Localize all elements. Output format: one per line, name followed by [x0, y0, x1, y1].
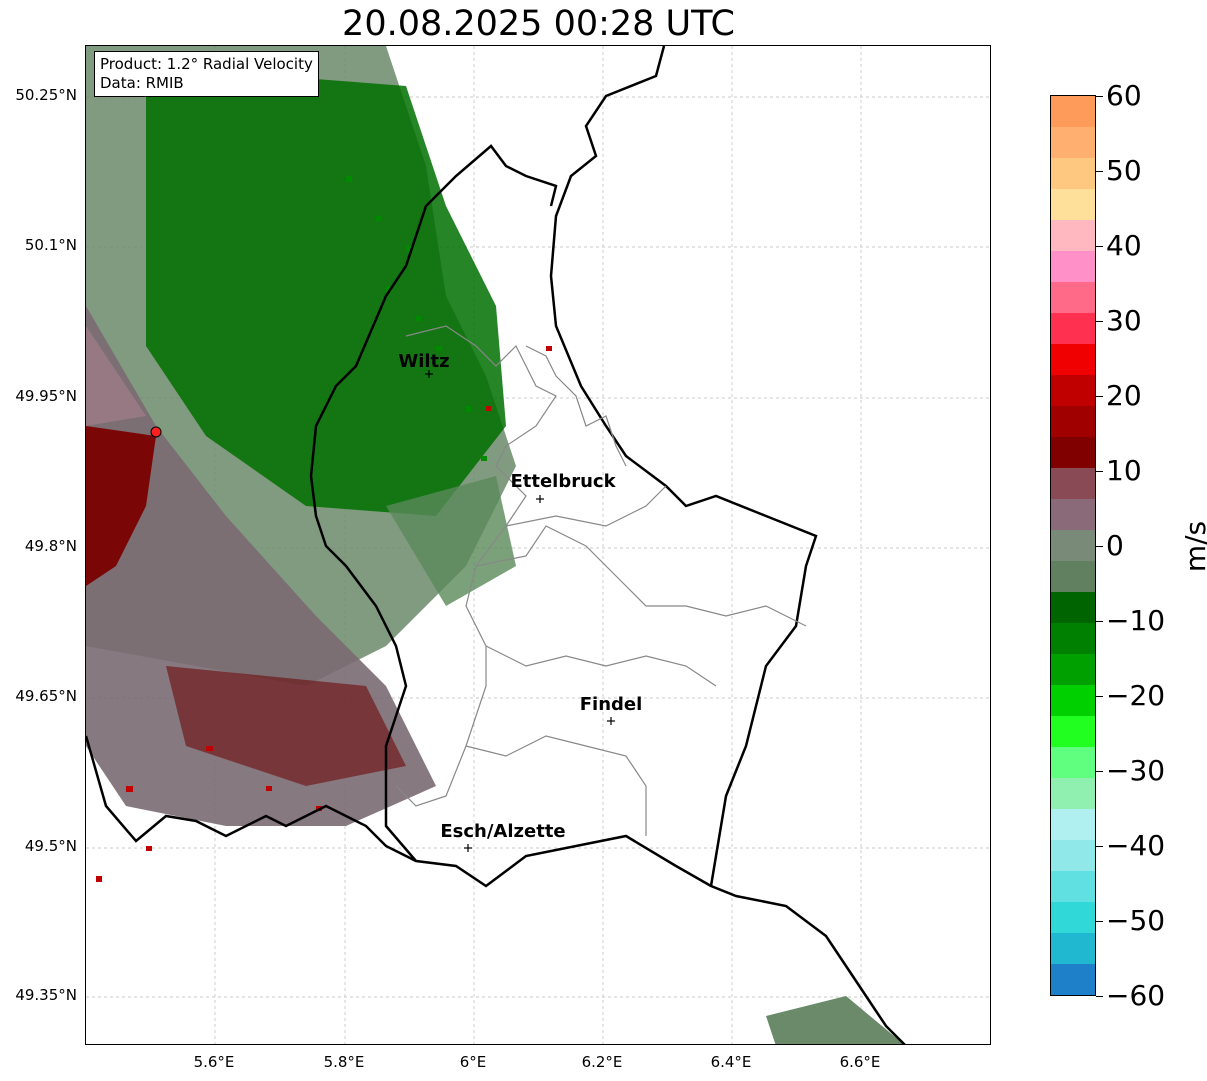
- colorbar-tick-label: 40: [1106, 229, 1142, 262]
- velocity-colorbar: [1050, 95, 1096, 996]
- colorbar-segment: [1051, 189, 1095, 220]
- lat-tick-label: 50.1°N: [24, 236, 77, 254]
- colorbar-segment: [1051, 406, 1095, 437]
- colorbar-segment: [1051, 220, 1095, 251]
- radar-map-canvas: [86, 46, 990, 1044]
- lat-tick-label: 50.25°N: [15, 86, 77, 104]
- lat-tick-label: 49.35°N: [15, 986, 77, 1004]
- city-label-wiltz: Wiltz: [398, 351, 450, 372]
- colorbar-segment: [1051, 251, 1095, 282]
- colorbar-segment: [1051, 127, 1095, 158]
- colorbar-segment: [1051, 809, 1095, 840]
- lat-tick-label: 49.95°N: [15, 387, 77, 405]
- city-label-ettelbruck: Ettelbruck: [510, 471, 616, 492]
- lat-tick-label: 49.65°N: [15, 687, 77, 705]
- colorbar-tick-label: −30: [1106, 754, 1166, 787]
- colorbar-tick: [1096, 696, 1103, 697]
- colorbar-unit-label: m/s: [1179, 520, 1207, 573]
- colorbar-tick: [1096, 171, 1103, 172]
- country-border: [86, 46, 906, 1044]
- colorbar-tick-label: 50: [1106, 154, 1142, 187]
- velocity-field: [86, 46, 904, 1044]
- colorbar-tick-label: −40: [1106, 829, 1166, 862]
- colorbar-tick: [1096, 396, 1103, 397]
- colorbar-tick: [1096, 321, 1103, 322]
- colorbar-tick-label: −50: [1106, 904, 1166, 937]
- colorbar-segment: [1051, 313, 1095, 344]
- colorbar-segment: [1051, 344, 1095, 375]
- colorbar-tick-label: 10: [1106, 454, 1142, 487]
- product-info-box: Product: 1.2° Radial Velocity Data: RMIB: [94, 51, 319, 97]
- product-label: Product: 1.2° Radial Velocity: [100, 55, 313, 73]
- colorbar-segment: [1051, 592, 1095, 623]
- data-source-label: Data: RMIB: [100, 74, 184, 92]
- colorbar-segment: [1051, 840, 1095, 871]
- colorbar-tick: [1096, 846, 1103, 847]
- colorbar-segment: [1051, 623, 1095, 654]
- colorbar-tick-label: −10: [1106, 604, 1166, 637]
- lon-tick-label: 6.2°E: [581, 1053, 623, 1071]
- city-label-findel: Findel: [579, 694, 643, 715]
- colorbar-segment: [1051, 158, 1095, 189]
- colorbar-segment: [1051, 747, 1095, 778]
- colorbar-tick: [1096, 546, 1103, 547]
- colorbar-tick: [1096, 771, 1103, 772]
- colorbar-segment: [1051, 964, 1095, 995]
- city-markers: [425, 370, 615, 852]
- lat-tick-label: 49.5°N: [24, 837, 77, 855]
- colorbar-segment: [1051, 499, 1095, 530]
- radar-map: [85, 45, 991, 1045]
- colorbar-segment: [1051, 437, 1095, 468]
- colorbar-segment: [1051, 902, 1095, 933]
- lon-tick-label: 6°E: [459, 1053, 487, 1071]
- colorbar-segment: [1051, 282, 1095, 313]
- map-title: 20.08.2025 00:28 UTC: [342, 4, 735, 44]
- colorbar-tick-label: 30: [1106, 304, 1142, 337]
- colorbar-segment: [1051, 778, 1095, 809]
- colorbar-segment: [1051, 933, 1095, 964]
- colorbar-tick-label: −60: [1106, 979, 1166, 1012]
- lon-tick-label: 5.8°E: [323, 1053, 365, 1071]
- colorbar-segment: [1051, 685, 1095, 716]
- colorbar-segment: [1051, 716, 1095, 747]
- canton-borders: [395, 325, 807, 836]
- colorbar-tick: [1096, 921, 1103, 922]
- colorbar-tick-label: 20: [1106, 379, 1142, 412]
- colorbar-segment: [1051, 375, 1095, 406]
- lon-tick-label: 6.6°E: [839, 1053, 881, 1071]
- colorbar-tick: [1096, 996, 1103, 997]
- lon-tick-label: 5.6°E: [193, 1053, 235, 1071]
- colorbar-segment: [1051, 654, 1095, 685]
- colorbar-segment: [1051, 468, 1095, 499]
- colorbar-tick-label: 60: [1106, 79, 1142, 112]
- colorbar-segment: [1051, 871, 1095, 902]
- lon-tick-label: 6.4°E: [710, 1053, 752, 1071]
- colorbar-tick-label: −20: [1106, 679, 1166, 712]
- lat-tick-label: 49.8°N: [24, 537, 77, 555]
- city-label-esch-alzette: Esch/Alzette: [440, 821, 566, 842]
- colorbar-tick: [1096, 246, 1103, 247]
- colorbar-segment: [1051, 561, 1095, 592]
- colorbar-tick: [1096, 96, 1103, 97]
- colorbar-tick: [1096, 621, 1103, 622]
- colorbar-tick: [1096, 471, 1103, 472]
- radar-site-icon: [150, 426, 162, 438]
- colorbar-segment: [1051, 530, 1095, 561]
- colorbar-segment: [1051, 96, 1095, 127]
- colorbar-tick-label: 0: [1106, 529, 1124, 562]
